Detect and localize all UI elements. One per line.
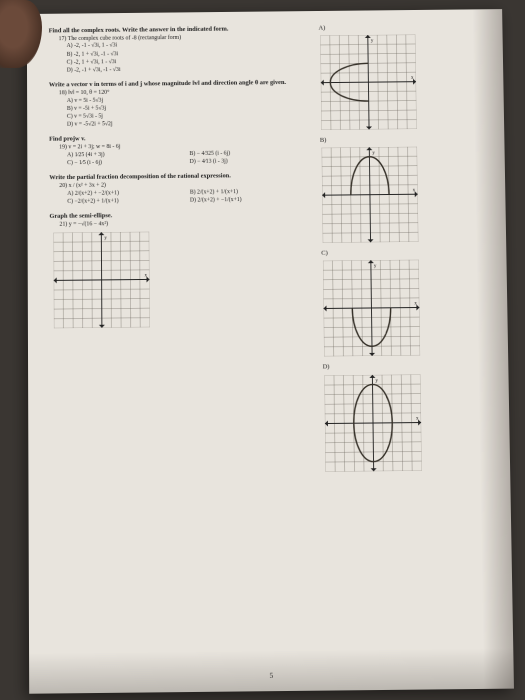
- q19-opt-d: D) − 4⁄13 (i - 3j): [190, 158, 305, 167]
- q19-options: A) 1⁄25 (4i + 3j) B) − 4⁄325 (i - 6j) C)…: [67, 150, 304, 169]
- q20-opt-c: C) −2/(x+2) + 1/(x+1): [67, 198, 182, 207]
- question-18: Write a vector v in terms of i and j who…: [49, 79, 304, 130]
- answer-graph-a: A) xy: [316, 23, 493, 130]
- svg-text:y: y: [376, 378, 379, 383]
- answer-graph-c: C) xy: [319, 248, 497, 357]
- q17-opt-d: D) -2, -1 + √3i, -1 - √3i: [67, 65, 303, 75]
- graph-b-label: B): [320, 135, 494, 145]
- q21-blank-grid: xy: [53, 230, 306, 328]
- q18-opt-d: D) v = -5√2i + 5√2j: [67, 120, 304, 130]
- worksheet-page: Find all the complex roots. Write the an…: [27, 9, 514, 694]
- q18-options: A) v = 5i - 5√3j B) v = -5i + 5√3j C) v …: [67, 95, 304, 130]
- svg-text:y: y: [373, 151, 376, 156]
- graph-a-label: A): [318, 23, 491, 33]
- page-number: 5: [270, 672, 274, 681]
- q20-opt-d: D) 2/(x+2) + −1/(x+1): [190, 196, 305, 205]
- answer-graph-d: D) xy: [321, 362, 500, 471]
- q21-sub: 21) y = −√(16 − 4x²): [59, 219, 305, 229]
- question-20: Write the partial fraction decomposition…: [49, 172, 304, 207]
- svg-text:y: y: [104, 236, 107, 241]
- graph-c-label: C): [321, 248, 495, 258]
- question-17: Find all the complex roots. Write the an…: [49, 25, 304, 76]
- graph-d-label: D): [323, 362, 498, 372]
- svg-text:y: y: [374, 264, 377, 269]
- page-shade-bottom: [29, 648, 514, 694]
- answer-graph-b: B) xy: [318, 135, 496, 243]
- right-column: A) xy B) xy C) xy D) xy: [316, 23, 499, 478]
- two-column-layout: Find all the complex roots. Write the an…: [49, 23, 495, 481]
- question-19: Find projw v. 19) v = 2i + 3j; w = 8i - …: [49, 133, 304, 168]
- q17-options: A) -2, -1 - √3i, 1 - √3i B) -2, 1 + √3i,…: [67, 41, 304, 76]
- q20-options: A) 2/(x+2) + −2/(x+1) B) 2/(x+2) + 1/(x+…: [67, 188, 304, 207]
- q19-opt-c: C) − 1⁄5 (i - 6j): [67, 159, 182, 168]
- question-21: Graph the semi-ellipse. 21) y = −√(16 − …: [49, 210, 306, 327]
- left-column: Find all the complex roots. Write the an…: [49, 25, 308, 481]
- svg-text:y: y: [371, 39, 374, 44]
